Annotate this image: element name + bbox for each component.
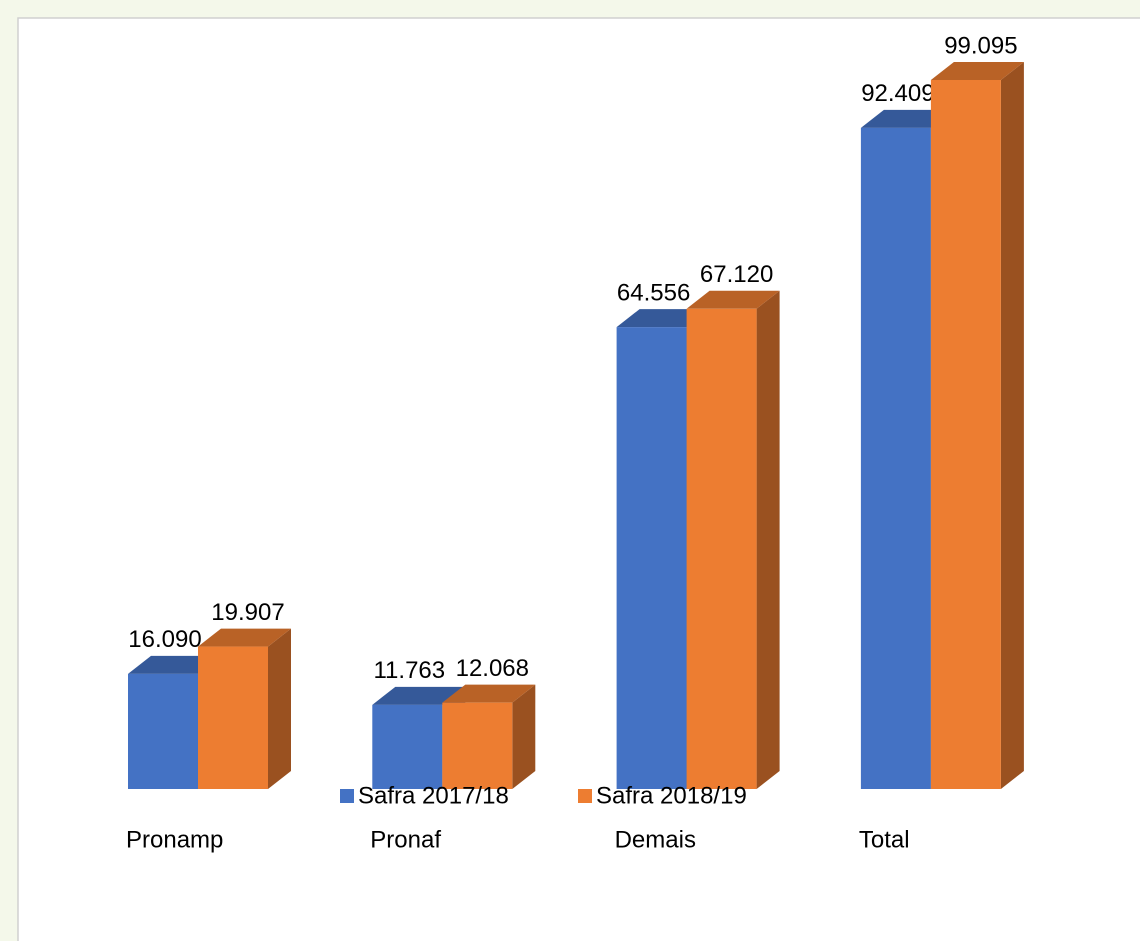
bar	[930, 80, 1001, 789]
bar-top	[442, 684, 536, 703]
data-label: 92.409	[861, 80, 934, 107]
bar	[616, 327, 687, 789]
legend-label: Safra 2018/19	[596, 782, 747, 809]
bar	[442, 702, 513, 789]
legend-swatch	[340, 789, 354, 803]
bar-side	[268, 628, 291, 789]
bar-top	[198, 628, 291, 647]
bar-top	[930, 62, 1024, 80]
bar	[198, 646, 268, 789]
bar-side	[512, 684, 536, 789]
bar-top	[616, 309, 710, 328]
bar	[128, 673, 198, 789]
bar-top	[372, 686, 466, 705]
bar-top	[860, 109, 954, 128]
data-label: 67.120	[700, 261, 773, 288]
bar	[372, 704, 443, 789]
bar	[686, 308, 757, 789]
bar-side	[756, 290, 780, 789]
data-label: 19.907	[211, 599, 284, 626]
legend-swatch	[578, 789, 592, 803]
x-tick-label: Demais	[615, 826, 696, 853]
bar	[860, 127, 931, 789]
x-tick-label: Pronaf	[370, 826, 441, 853]
data-label: 11.763	[373, 657, 445, 684]
data-label: 12.068	[456, 655, 529, 682]
bar-top	[128, 655, 221, 674]
x-tick-label: Pronamp	[126, 826, 223, 853]
data-label: 64.556	[617, 279, 690, 306]
legend-label: Safra 2017/18	[358, 782, 509, 809]
bar-side	[1000, 62, 1024, 789]
data-label: 99.095	[944, 32, 1017, 59]
bar-top	[686, 290, 780, 309]
x-tick-label: Total	[859, 826, 910, 853]
data-label: 16.090	[128, 626, 201, 653]
